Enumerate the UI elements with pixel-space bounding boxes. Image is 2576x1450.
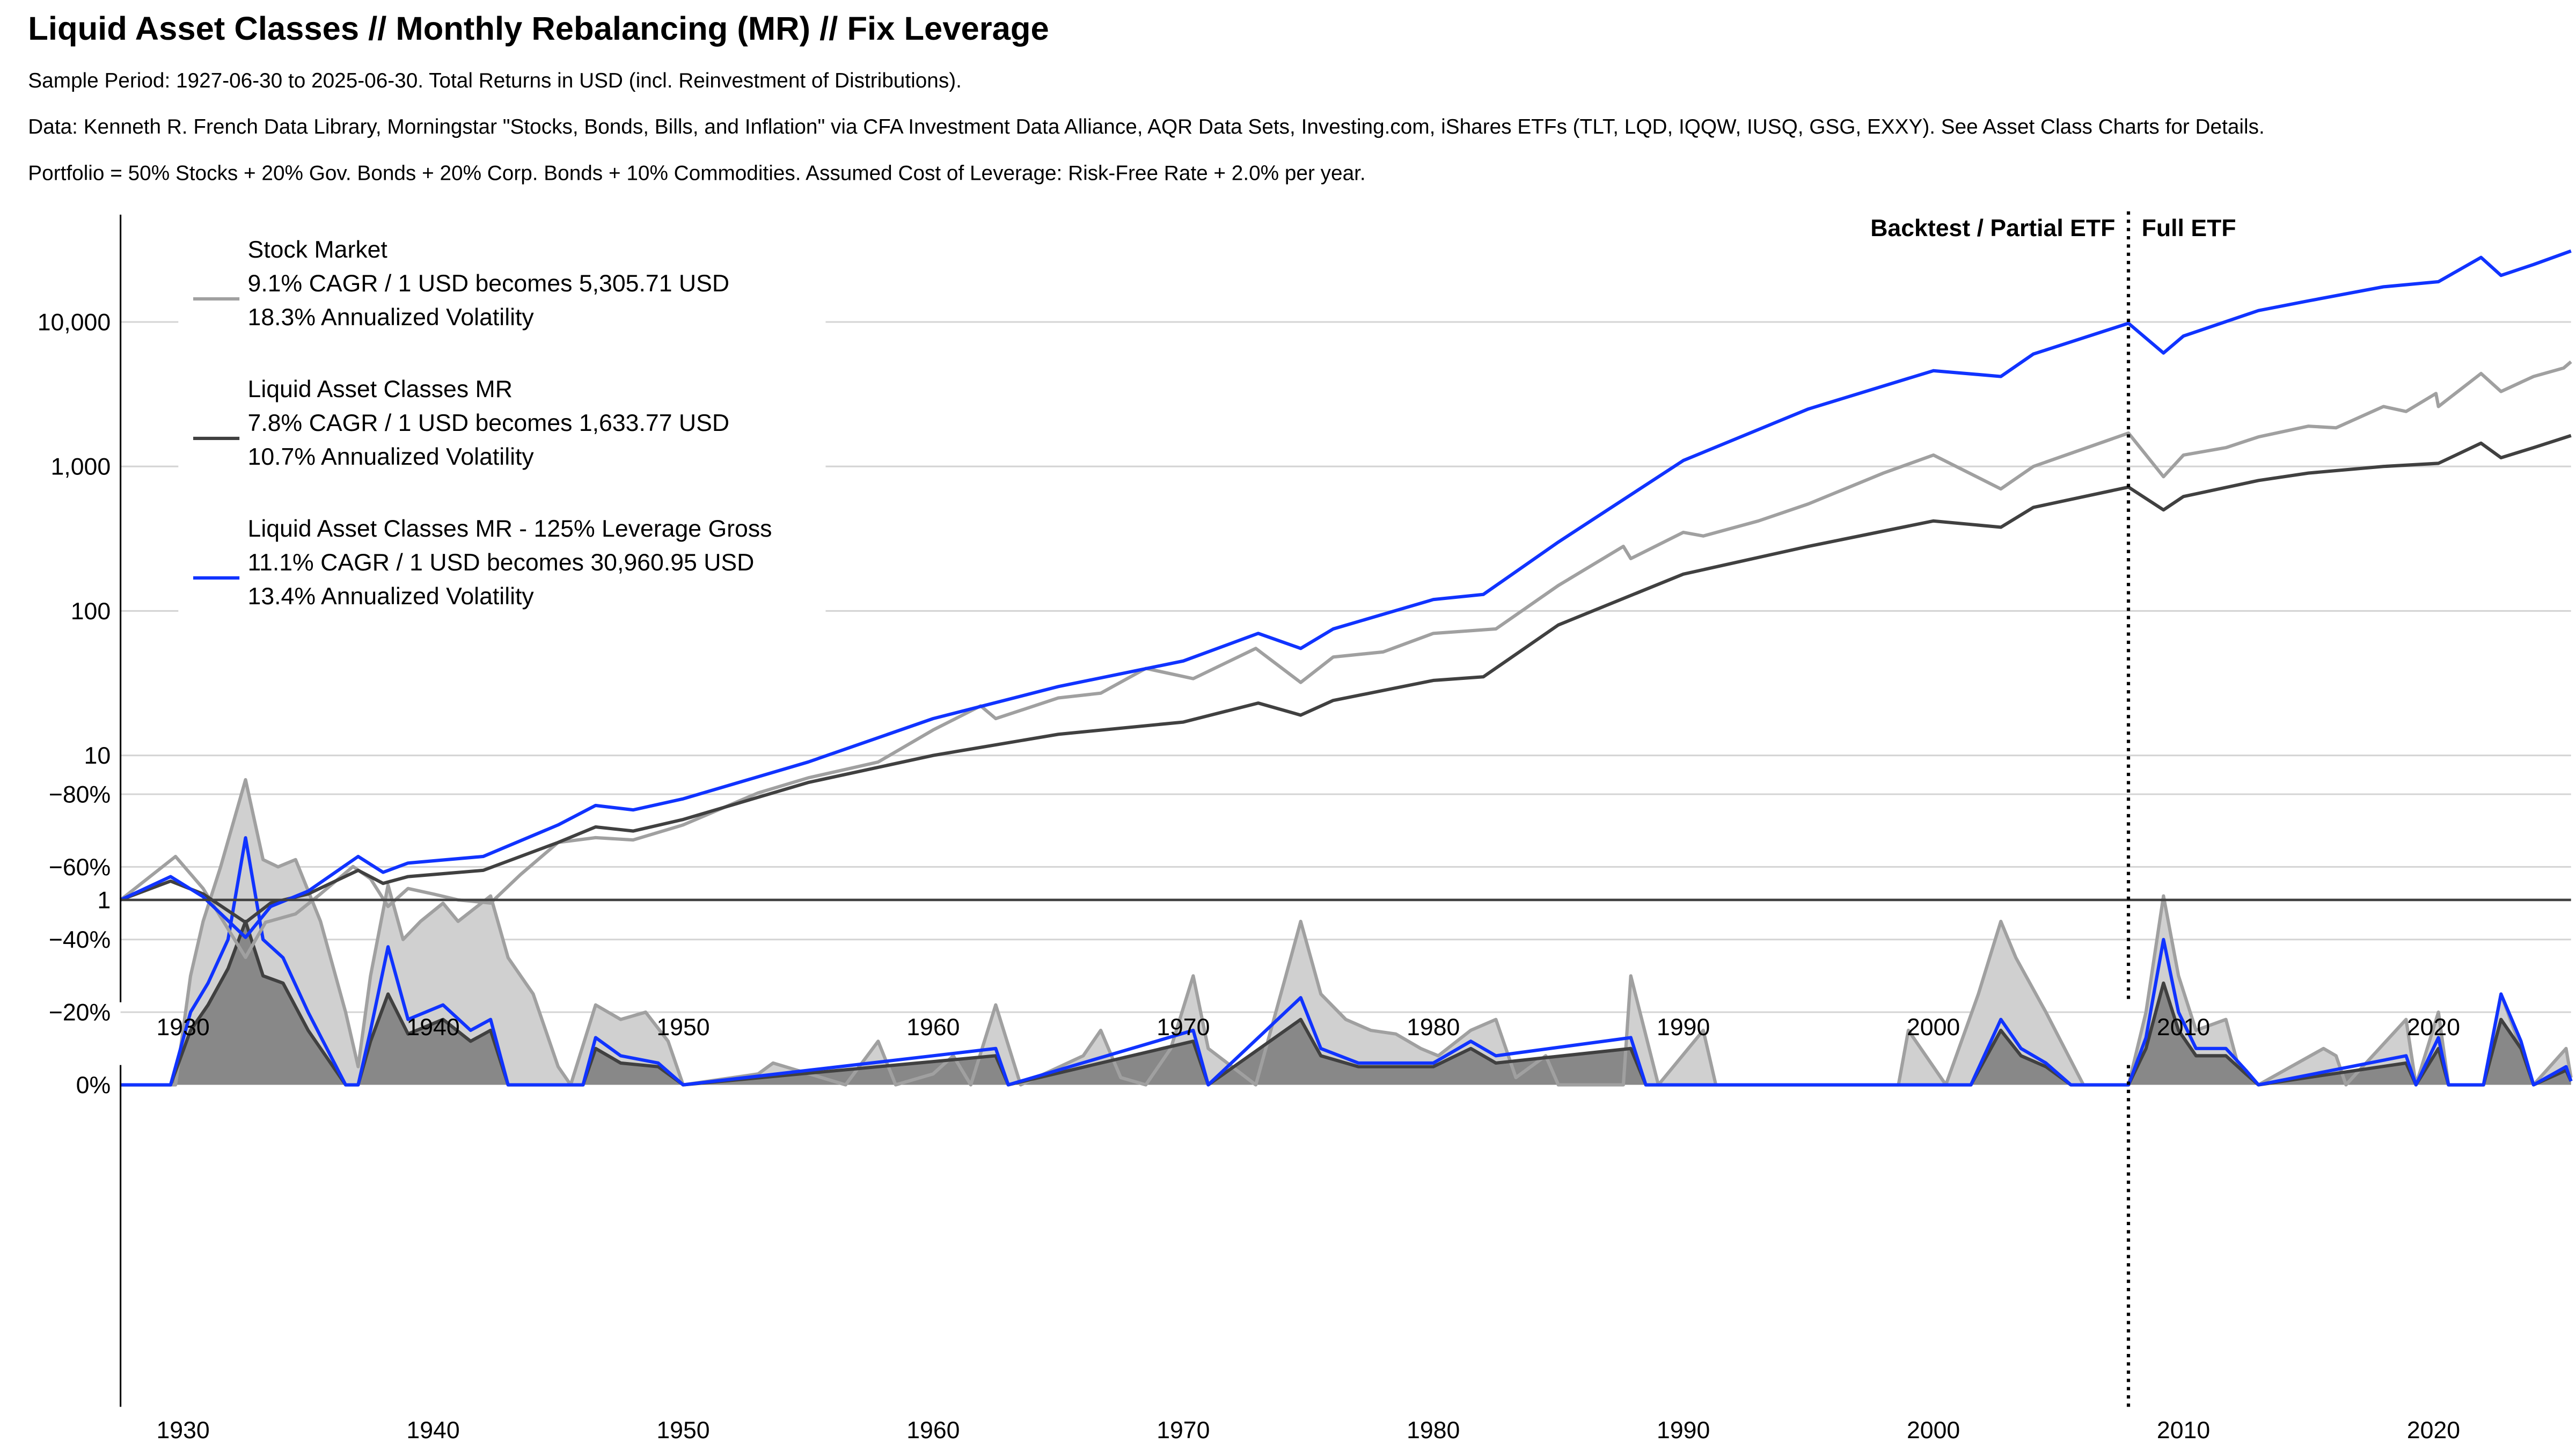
y-tick-label-top: 1 <box>97 887 111 913</box>
annotation-backtest: Backtest / Partial ETF <box>1870 215 2115 241</box>
y-tick-label-bottom: −60% <box>49 854 111 881</box>
legend-text-0-1: 9.1% CAGR / 1 USD becomes 5,305.71 USD <box>248 270 730 297</box>
drawdown-area-1 <box>120 921 2571 1085</box>
annotation-full-etf: Full ETF <box>2142 215 2236 241</box>
x-tick-label-bottom: 1980 <box>1407 1417 1460 1444</box>
x-tick-label-bottom: 2010 <box>2157 1417 2210 1444</box>
y-tick-label-top: 10 <box>84 743 111 769</box>
y-tick-label-top: 10,000 <box>38 309 111 335</box>
x-tick-label-top: 1940 <box>406 1014 459 1041</box>
x-tick-label-top: 1970 <box>1157 1014 1210 1041</box>
x-tick-label-top: 2010 <box>2157 1014 2210 1041</box>
series-line-0 <box>119 360 2572 960</box>
subtitle-sample-period: Sample Period: 1927-06-30 to 2025-06-30.… <box>28 69 962 93</box>
drawdown-line-2 <box>120 836 2573 1087</box>
x-tick-label-bottom: 1990 <box>1657 1417 1710 1444</box>
y-tick-label-top: 100 <box>71 598 111 625</box>
y-tick-label-top: 1,000 <box>51 454 111 480</box>
x-tick-label-bottom: 1940 <box>406 1417 459 1444</box>
legend-text-0-2: 18.3% Annualized Volatility <box>248 304 535 331</box>
series-line-1 <box>120 434 2572 924</box>
y-tick-label-bottom: −40% <box>49 927 111 953</box>
subtitle-portfolio: Portfolio = 50% Stocks + 20% Gov. Bonds … <box>28 162 1366 185</box>
legend-box <box>178 228 826 625</box>
y-tick-label-bottom: −20% <box>49 1000 111 1026</box>
legend-text-1-1: 7.8% CAGR / 1 USD becomes 1,633.77 USD <box>248 410 730 436</box>
x-tick-label-top: 1980 <box>1407 1014 1460 1041</box>
legend-text-0-0: Stock Market <box>248 237 388 263</box>
x-tick-label-top: 1930 <box>156 1014 209 1041</box>
y-tick-label-bottom: 0% <box>76 1072 111 1099</box>
x-tick-label-top: 1990 <box>1657 1014 1710 1041</box>
y-tick-label-bottom: −80% <box>49 781 111 808</box>
series-line-2 <box>120 249 2572 939</box>
legend-text-1-0: Liquid Asset Classes MR <box>248 376 513 402</box>
x-tick-label-bottom: 1930 <box>156 1417 209 1444</box>
legend-text-2-0: Liquid Asset Classes MR - 125% Leverage … <box>248 516 772 542</box>
subtitle-data-sources: Data: Kenneth R. French Data Library, Mo… <box>28 115 2265 139</box>
x-tick-label-bottom: 1960 <box>906 1417 960 1444</box>
legend-text-2-2: 13.4% Annualized Volatility <box>248 583 535 610</box>
x-tick-label-bottom: 1970 <box>1157 1417 1210 1444</box>
x-tick-label-bottom: 1950 <box>656 1417 709 1444</box>
legend-text-2-1: 11.1% CAGR / 1 USD becomes 30,960.95 USD <box>248 550 755 576</box>
drawdown-line-0 <box>120 778 2573 1087</box>
x-tick-label-top: 2000 <box>1907 1014 1960 1041</box>
x-tick-label-top: 2020 <box>2407 1014 2460 1041</box>
x-tick-label-bottom: 2000 <box>1907 1417 1960 1444</box>
x-tick-label-top: 1960 <box>906 1014 960 1041</box>
chart-title: Liquid Asset Classes // Monthly Rebalanc… <box>28 11 1049 48</box>
legend-text-1-2: 10.7% Annualized Volatility <box>248 444 535 470</box>
x-tick-label-bottom: 2020 <box>2407 1417 2460 1444</box>
x-tick-label-top: 1950 <box>656 1014 709 1041</box>
